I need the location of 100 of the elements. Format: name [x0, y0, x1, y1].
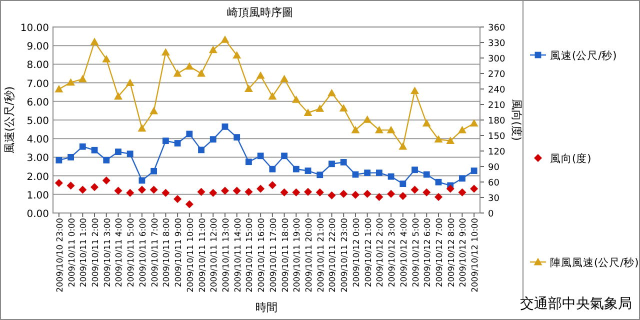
point: [281, 152, 288, 160]
point: [56, 156, 62, 164]
point: [162, 188, 170, 197]
x-tick-label: 2009/10/11 12:00: [208, 218, 219, 292]
y-tick-label: 10.00: [20, 23, 49, 34]
point: [387, 190, 396, 198]
legend-label: 風速(公尺/秒): [550, 49, 617, 62]
point: [78, 74, 87, 82]
point: [446, 184, 454, 193]
x-tick-label: 2009/10/11 16:00: [256, 218, 266, 292]
point: [222, 123, 228, 130]
point: [246, 158, 252, 166]
point: [234, 134, 240, 140]
point: [376, 170, 382, 176]
point: [340, 159, 347, 166]
point: [458, 126, 466, 134]
point: [208, 46, 218, 54]
x-tick-label: 2009/10/11 21:00: [315, 218, 326, 292]
point: [138, 186, 146, 194]
point: [220, 186, 229, 195]
point: [79, 143, 86, 150]
point: [115, 148, 122, 156]
point: [161, 48, 170, 56]
chart-title: 崎頂風時序圖: [227, 6, 293, 19]
point: [103, 156, 110, 164]
y-tick-label: 9.00: [26, 42, 49, 53]
y2-tick-label: 90: [488, 163, 500, 173]
point: [54, 179, 63, 188]
point: [328, 88, 336, 96]
point: [138, 124, 146, 132]
point: [269, 166, 276, 172]
point: [316, 172, 324, 178]
point: [351, 190, 360, 199]
point: [150, 168, 158, 174]
point: [363, 115, 372, 123]
x-tick-label: 2009/10/11 1:00: [78, 218, 88, 288]
point: [102, 54, 111, 62]
point: [268, 92, 277, 100]
point: [422, 119, 431, 127]
y2-tick-label: 360: [488, 24, 506, 34]
x-tick-label: 2009/10/11 13:00: [220, 218, 230, 292]
x-tick-label: 2009/10/11 23:00: [339, 218, 350, 292]
point: [364, 170, 371, 176]
y2-tick-label: 300: [488, 54, 506, 64]
point: [150, 186, 158, 194]
point: [435, 178, 442, 186]
x-tick-label: 2009/10/11 7:00: [149, 218, 160, 288]
point: [410, 86, 419, 94]
point: [351, 126, 360, 134]
point: [66, 182, 75, 190]
point: [470, 119, 478, 127]
x-tick-label: 2009/10/12 2:00: [374, 218, 385, 288]
point: [268, 181, 276, 190]
point: [304, 108, 312, 116]
point: [232, 51, 242, 58]
point: [102, 176, 110, 184]
point: [410, 186, 419, 194]
point: [90, 38, 99, 46]
x-tick-label: 2009/10/11 17:00: [268, 218, 278, 292]
x-tick-label: 2009/10/11 11:00: [196, 218, 207, 292]
y2-tick-label: 0: [488, 210, 494, 220]
point: [78, 186, 87, 194]
x-tick-label: 2009/10/11 10:00: [184, 218, 195, 292]
point: [280, 74, 288, 82]
y-tick-label: 0.00: [26, 209, 49, 220]
point: [292, 166, 300, 172]
point: [197, 188, 206, 196]
point: [126, 150, 134, 158]
x-tick-label: 2009/10/11 6:00: [137, 218, 148, 288]
y-tick-label: 8.00: [26, 60, 49, 72]
legend-label: 陣風風速(公尺/秒): [550, 256, 639, 269]
point: [434, 192, 442, 201]
x-tick-label: 2009/10/12 0:00: [350, 218, 361, 288]
x-tick-label: 2009/10/12 4:00: [398, 218, 408, 288]
x-tick-label: 2009/10/11 20:00: [304, 218, 314, 292]
point: [470, 168, 478, 174]
y-tick-label: 5.00: [26, 116, 49, 127]
x-tick-label: 2009/10/12 8:00: [446, 218, 456, 288]
point: [90, 183, 99, 192]
point: [257, 152, 264, 160]
point: [280, 188, 288, 196]
point: [220, 35, 230, 43]
point: [292, 188, 300, 196]
point: [400, 180, 406, 187]
y2-tick-label: 30: [488, 194, 500, 204]
point: [340, 190, 348, 198]
x-tick-label: 2009/10/11 5:00: [126, 218, 136, 288]
point: [363, 190, 372, 198]
point: [304, 188, 312, 196]
x-tick-label: 2009/10/12 3:00: [386, 218, 397, 288]
point: [398, 192, 407, 200]
text: 交通部中央氣象局: [520, 296, 632, 312]
y2-tick-label: 240: [488, 86, 506, 96]
point: [304, 168, 312, 174]
y2-tick-label: 330: [488, 39, 506, 49]
x-tick-label: 2009/10/12 7:00: [434, 218, 444, 288]
point: [162, 138, 169, 144]
point: [210, 136, 216, 143]
y2-tick-label: 60: [488, 178, 500, 188]
x-tick-label: 2009/10/11 2:00: [90, 218, 100, 288]
